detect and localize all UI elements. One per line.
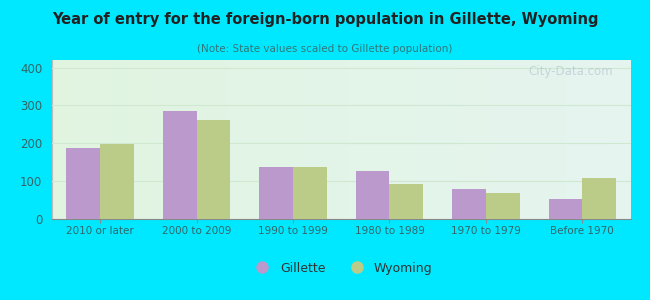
Text: City-Data.com: City-Data.com xyxy=(528,65,613,78)
Bar xyxy=(259,167,293,219)
Bar xyxy=(486,193,519,219)
Legend: Gillette, Wyoming: Gillette, Wyoming xyxy=(245,256,437,280)
Bar xyxy=(549,199,582,219)
Bar xyxy=(452,189,486,219)
Bar xyxy=(582,178,616,219)
Bar xyxy=(389,184,423,219)
Bar xyxy=(293,167,327,219)
Bar xyxy=(163,111,196,219)
Bar xyxy=(100,144,134,219)
Bar xyxy=(196,120,230,219)
Text: Year of entry for the foreign-born population in Gillette, Wyoming: Year of entry for the foreign-born popul… xyxy=(52,12,598,27)
Bar xyxy=(66,148,100,219)
Text: (Note: State values scaled to Gillette population): (Note: State values scaled to Gillette p… xyxy=(198,44,452,53)
Bar xyxy=(356,171,389,219)
